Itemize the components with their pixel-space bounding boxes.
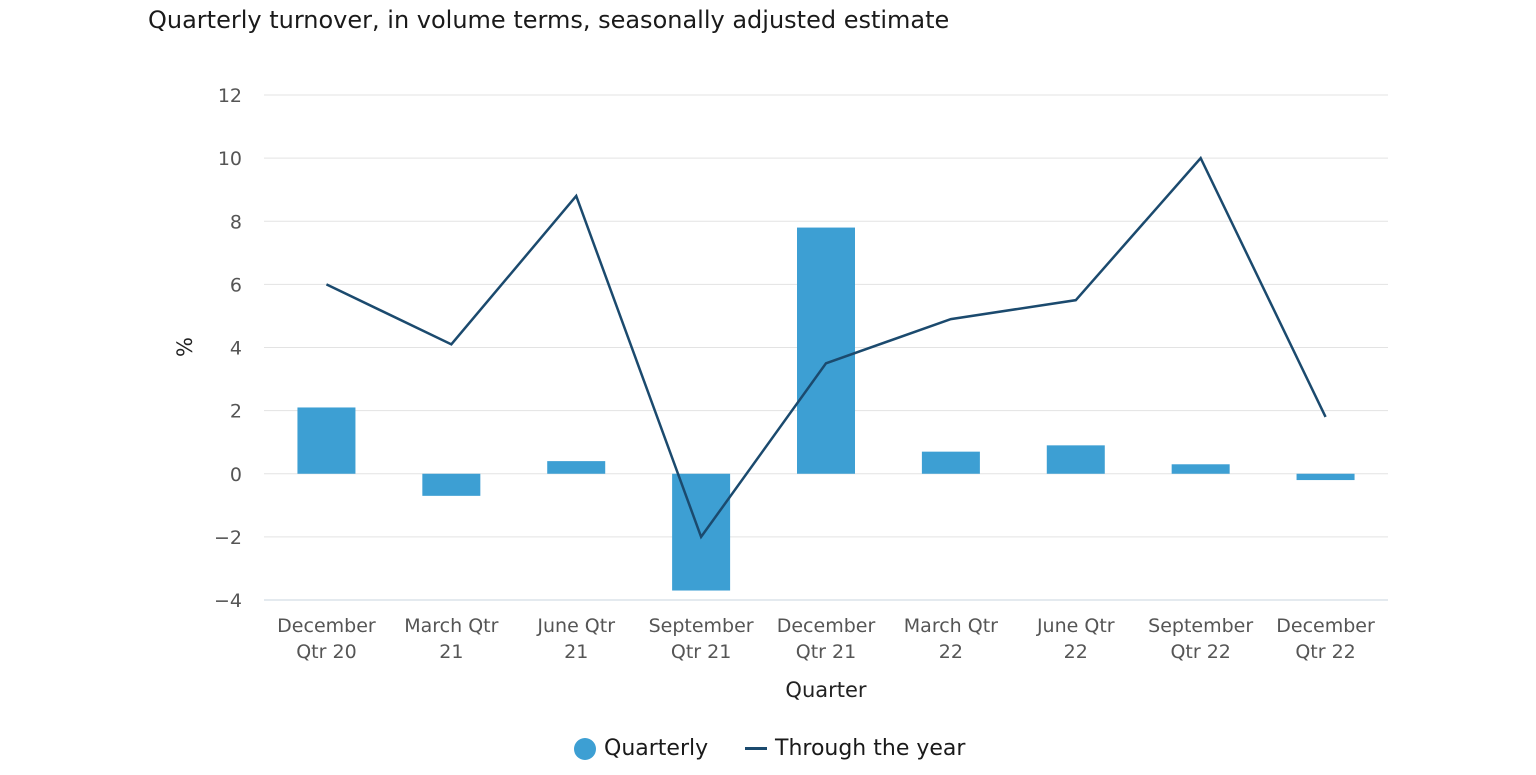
legend-item-through-the-year[interactable]: Through the year — [745, 736, 965, 761]
y-tick-label: 10 — [218, 148, 242, 170]
bar-quarterly — [921, 451, 980, 474]
bar-quarterly — [797, 227, 855, 474]
y-axis-ticks: −4 −2 0 2 4 6 8 10 12 — [214, 85, 242, 612]
bar-quarterly — [297, 407, 356, 474]
x-tick-label: June Qtr 22 — [1036, 615, 1115, 663]
legend-label-through-the-year: Through the year — [775, 736, 966, 761]
x-tick-label: December Qtr 22 — [1276, 615, 1375, 663]
bar-quarterly — [1046, 445, 1105, 474]
x-tick-label: June Qtr 21 — [536, 615, 615, 663]
x-tick-label: September Qtr 21 — [649, 615, 754, 663]
x-tick-label: March Qtr 21 — [404, 615, 498, 663]
bar-quarterly — [422, 473, 481, 496]
y-tick-label: 6 — [230, 274, 242, 296]
x-tick-label: December Qtr 21 — [777, 615, 876, 663]
bar-quarterly — [672, 473, 731, 591]
y-tick-label: −4 — [214, 590, 242, 612]
chart-title: Quarterly turnover, in volume terms, sea… — [148, 6, 950, 34]
legend-swatch-quarterly — [574, 737, 596, 760]
y-tick-label: 8 — [230, 211, 242, 233]
legend-swatch-through-the-year — [745, 747, 767, 750]
x-tick-label: December Qtr 20 — [277, 615, 376, 663]
bar-quarterly — [1171, 464, 1230, 474]
x-tick-label: March Qtr 22 — [904, 615, 998, 663]
y-tick-label: 0 — [230, 464, 242, 486]
y-axis-title: % — [173, 337, 197, 357]
legend-label-quarterly: Quarterly — [604, 736, 709, 761]
through-the-year-line — [325, 155, 1327, 540]
chart-plot: −4 −2 0 2 4 6 8 10 12 December Qtr 20 March Qtr 21 J… — [173, 85, 1388, 702]
bar-quarterly — [1296, 473, 1355, 481]
y-tick-label: 4 — [230, 338, 242, 360]
legend-item-quarterly[interactable]: Quarterly — [574, 736, 708, 761]
bar-quarterly — [547, 461, 606, 474]
y-tick-label: 2 — [230, 401, 242, 423]
y-tick-label: 12 — [218, 85, 242, 107]
x-tick-label: September Qtr 22 — [1148, 615, 1253, 663]
x-axis-ticks: December Qtr 20 March Qtr 21 June Qtr 21 Septe… — [277, 615, 1375, 663]
series-line-through-the-year — [325, 155, 1327, 540]
y-tick-label: −2 — [214, 527, 242, 549]
legend: Quarterly Through the year — [0, 736, 1536, 770]
x-axis-title: Quarter — [785, 678, 866, 702]
quarterly-bars — [297, 227, 1355, 591]
